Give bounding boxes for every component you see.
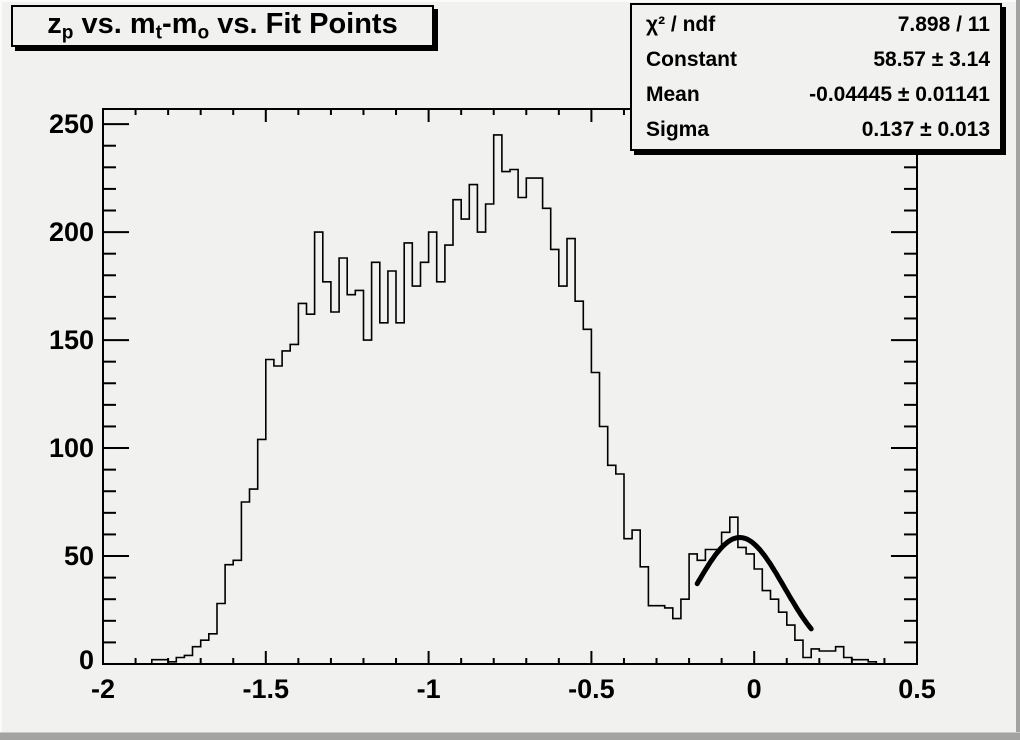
stat-value: -0.04445 ± 0.01141: [809, 83, 990, 106]
x-tick-label: -1.5: [243, 674, 290, 704]
y-tick-label: 100: [49, 433, 94, 463]
x-tick-label: -1: [417, 674, 441, 704]
title-subscript: o: [197, 22, 210, 44]
histogram-line: [103, 134, 917, 665]
stat-value: 0.137 ± 0.013: [861, 118, 990, 141]
y-tick-label: 0: [79, 645, 94, 675]
stat-label: Sigma: [646, 118, 710, 141]
stat-label: Constant: [646, 48, 737, 71]
x-tick-label: -2: [91, 674, 115, 704]
canvas-bevel-left: [0, 0, 2, 740]
title-subscript: t: [155, 22, 163, 44]
y-tick-label: 250: [49, 109, 94, 139]
stats-row-constant: Constant 58.57 ± 3.14: [632, 43, 1000, 76]
x-tick-label: 0.5: [898, 674, 936, 704]
fit-curve: [694, 534, 814, 632]
canvas-bevel-bottom: [0, 732, 1020, 740]
title-box: zp vs. mt-mo vs. Fit Points: [11, 5, 434, 47]
y-tick-label: 200: [49, 217, 94, 247]
stats-row-sigma: Sigma 0.137 ± 0.013: [632, 113, 1000, 146]
y-tick-label: 150: [49, 325, 94, 355]
stats-row-mean: Mean -0.04445 ± 0.01141: [632, 78, 1000, 111]
stat-label: Mean: [646, 83, 700, 106]
stat-value: 58.57 ± 3.14: [873, 48, 990, 71]
canvas-bevel-top: [0, 0, 1020, 2]
title-subscript: p: [61, 22, 74, 44]
fit-stats-box: χ² / ndf 7.898 / 11 Constant 58.57 ± 3.1…: [630, 3, 1002, 151]
y-tick-label: 50: [64, 541, 94, 571]
plot-title: zp vs. mt-mo vs. Fit Points: [47, 7, 398, 44]
stats-row-chi2: χ² / ndf 7.898 / 11: [632, 8, 1000, 41]
stat-label: χ² / ndf: [646, 13, 716, 36]
x-tick-label: 0: [747, 674, 762, 704]
plot-frame: [102, 108, 918, 665]
stat-value: 7.898 / 11: [897, 13, 990, 36]
canvas-bevel-right: [1016, 0, 1020, 740]
x-tick-label: -0.5: [568, 674, 615, 704]
